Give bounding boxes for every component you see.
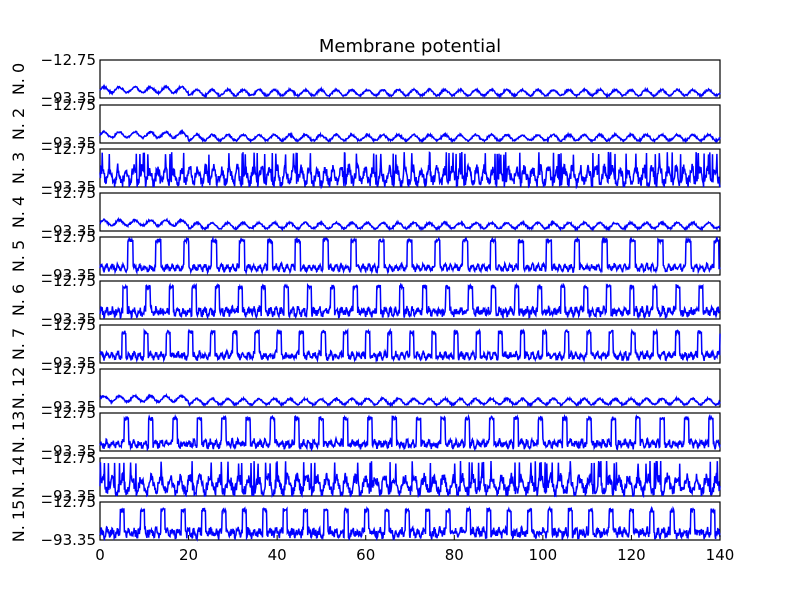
panel-frame [99,368,721,408]
panel-n-3: −12.75 −93.35 N. 3 [9,140,721,196]
panel-frame [99,192,721,232]
y-tick-label: −93.35 [40,442,96,460]
panel-frame [99,412,721,452]
panel-frame [99,59,721,99]
y-tick-label: −93.35 [40,531,96,549]
panel-n-0: −12.75 −93.35 N. 0 [9,51,721,107]
chart-title: Membrane potential [319,36,501,57]
series-label: N. 13 [9,411,28,454]
y-tick-label: −93.35 [40,398,96,416]
panel-n-14: −12.75 −93.35 N. 14 [9,449,721,505]
panel-n-7: −12.75 −93.35 N. 7 [9,316,721,372]
x-tick-label: 100 [529,546,558,564]
panel-n-2: −12.75 −93.35 N. 2 [9,96,721,152]
series-line [99,413,721,452]
series-line [99,235,721,276]
series-label: N. 2 [9,108,28,140]
y-tick-label: −12.75 [40,96,96,114]
y-tick-label: −93.35 [40,178,96,196]
panel-n-6: −12.75 −93.35 N. 6 [9,272,721,328]
series-label: N. 15 [9,500,28,543]
series-label: N. 14 [9,456,28,499]
series-line [99,505,721,542]
y-tick-label: −93.35 [40,134,96,152]
y-tick-label: −93.35 [40,354,96,372]
y-tick-label: −12.75 [40,360,96,378]
y-tick-label: −12.75 [40,140,96,158]
panel-n-4: −12.75 −93.35 N. 4 [9,184,721,240]
y-tick-label: −93.35 [40,266,96,284]
x-tick-label: 120 [617,546,646,564]
series-label: N. 6 [9,284,28,316]
y-tick-label: −12.75 [40,228,96,246]
y-tick-label: −12.75 [40,449,96,467]
y-tick-label: −93.35 [40,310,96,328]
x-tick-label: 140 [706,546,735,564]
series-label: N. 5 [9,240,28,272]
panel-frame [99,280,721,320]
panel-n-12: −12.75 −93.35 N. 12 [9,360,721,416]
x-tick-label: 20 [179,546,198,564]
series-line [99,392,721,408]
y-tick-label: −12.75 [40,272,96,290]
x-tick-label: 0 [95,546,105,564]
y-tick-label: −12.75 [40,184,96,202]
panel-n-5: −12.75 −93.35 N. 5 [9,228,721,284]
x-tick-label: 40 [268,546,287,564]
series-label: N. 7 [9,328,28,360]
x-tick-label: 60 [356,546,375,564]
series-label: N. 0 [9,63,28,95]
panel-frame [99,104,721,144]
series-line [99,216,721,232]
series-line [99,327,721,364]
series-label: N. 12 [9,367,28,410]
series-line [99,282,721,321]
y-tick-label: −12.75 [40,51,96,69]
series-line [99,83,721,100]
y-tick-label: −93.35 [40,487,96,505]
series-line [99,128,721,144]
series-label: N. 3 [9,152,28,184]
panel-frame [99,501,721,541]
y-tick-label: −12.75 [40,493,96,511]
series-label: N. 4 [9,196,28,228]
panel-n-13: −12.75 −93.35 N. 13 [9,404,721,460]
series-line [99,460,721,499]
y-tick-label: −12.75 [40,316,96,334]
series-line [99,151,721,190]
x-tick-label: 80 [445,546,464,564]
x-axis: 0 20 40 60 80 100 120 140 [95,535,734,564]
panels: −12.75−93.35N. 0−12.75−93.35N. 2−12.75−9… [9,51,721,549]
y-tick-label: −93.35 [40,222,96,240]
y-tick-label: −12.75 [40,404,96,422]
panel-n-15: −12.75 −93.35 N. 15 [9,493,721,549]
y-tick-label: −93.35 [40,89,96,107]
panel-frame [99,236,721,276]
panel-frame [99,148,721,188]
